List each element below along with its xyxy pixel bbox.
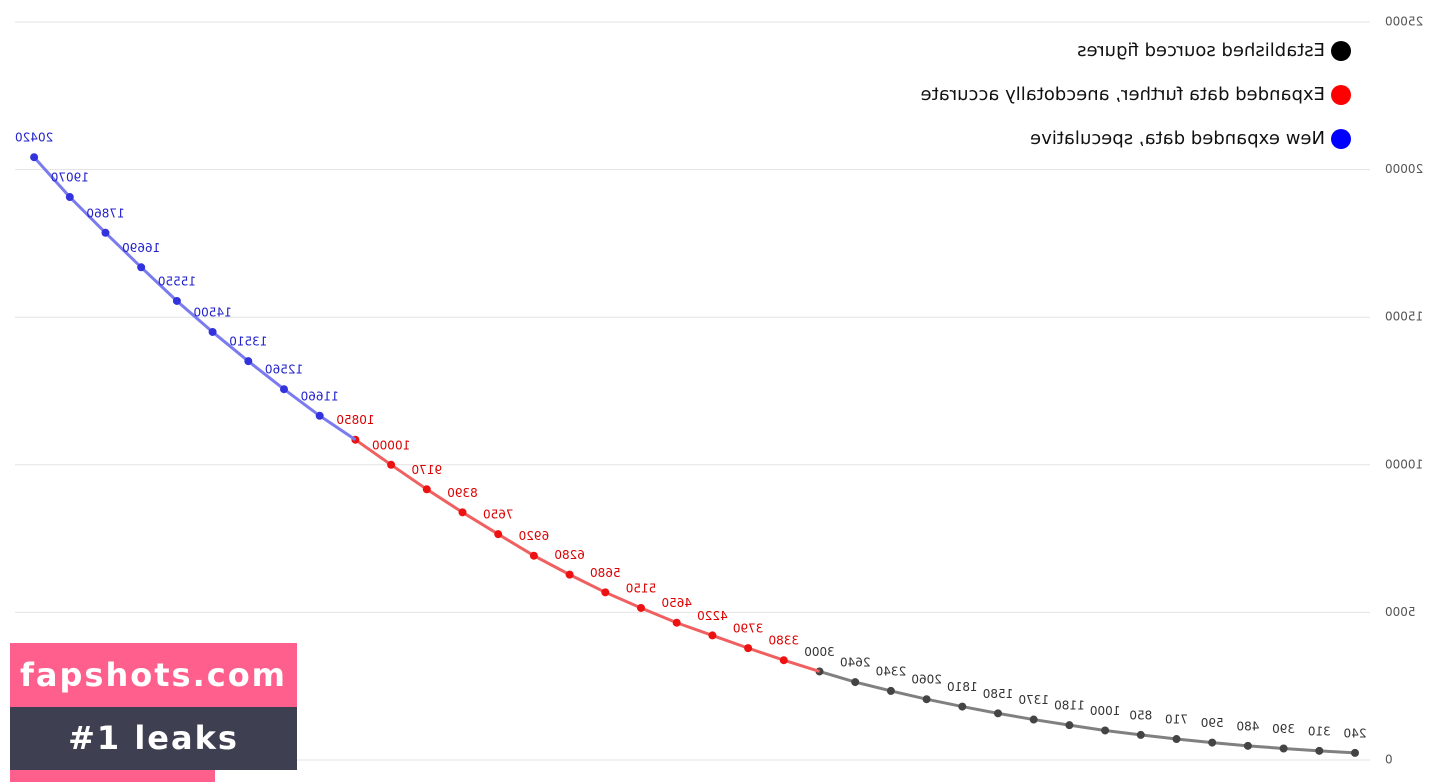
point — [744, 644, 753, 653]
point — [1101, 726, 1110, 735]
point — [30, 153, 39, 162]
point — [851, 678, 860, 687]
value-label: 1580 — [983, 687, 1014, 701]
point — [565, 570, 574, 579]
y-tick-label: 5000 — [1385, 605, 1416, 619]
value-label: 710 — [1165, 713, 1188, 727]
y-tick-label: 0 — [1385, 753, 1393, 767]
point — [1065, 721, 1074, 730]
point — [1208, 738, 1217, 747]
point — [1029, 715, 1038, 724]
value-label: 19070 — [51, 171, 89, 185]
point — [708, 631, 717, 640]
legend-label: Established sourced figures — [1077, 40, 1325, 61]
value-label: 390 — [1272, 722, 1295, 736]
point — [458, 508, 467, 517]
point — [779, 656, 788, 665]
point — [637, 603, 645, 612]
legend-label: New expanded data, speculative — [1030, 128, 1325, 149]
value-label: 4220 — [697, 609, 728, 623]
point — [1351, 748, 1359, 757]
point — [1315, 746, 1324, 755]
point — [886, 686, 895, 695]
point — [1243, 741, 1252, 750]
value-label: 1000 — [1090, 704, 1121, 718]
value-label: 6920 — [519, 529, 550, 543]
value-label: 6280 — [554, 548, 585, 562]
value-label: 2060 — [911, 673, 942, 687]
point — [422, 485, 431, 494]
legend-label: Expanded data further, anecdotally accur… — [921, 84, 1325, 105]
point — [208, 327, 217, 336]
value-label: 1180 — [1054, 699, 1085, 713]
legend-swatch — [1331, 41, 1351, 61]
point — [137, 263, 146, 272]
y-tick-label: 10000 — [1385, 457, 1423, 471]
value-label: 2340 — [876, 664, 907, 678]
point — [280, 385, 288, 394]
y-tick-label: 15000 — [1385, 310, 1423, 324]
value-label: 10850 — [336, 413, 374, 427]
value-label: 10000 — [372, 438, 410, 452]
value-label: 240 — [1344, 726, 1367, 740]
value-label: 3790 — [733, 622, 764, 636]
point — [672, 618, 681, 627]
point — [529, 551, 538, 560]
value-label: 5150 — [626, 581, 657, 595]
value-label: 2640 — [840, 656, 871, 670]
value-label: 4650 — [661, 596, 692, 610]
value-label: 5680 — [590, 566, 621, 580]
y-tick-label: 25000 — [1385, 15, 1423, 29]
value-label: 590 — [1201, 716, 1224, 730]
point — [172, 296, 181, 305]
point — [101, 228, 110, 237]
value-label: 3000 — [804, 645, 835, 659]
value-label: 850 — [1129, 708, 1152, 722]
point — [1136, 730, 1145, 739]
connector — [318, 414, 357, 441]
y-tick-label: 20000 — [1385, 162, 1423, 176]
point — [315, 411, 324, 420]
point — [922, 695, 931, 704]
value-label: 11660 — [301, 389, 339, 403]
point — [65, 193, 74, 202]
point — [1279, 744, 1288, 753]
watermark-bar — [10, 770, 215, 782]
legend-swatch — [1331, 85, 1351, 105]
point — [1172, 735, 1181, 744]
point — [387, 460, 396, 469]
value-label: 9170 — [412, 463, 443, 477]
value-label: 15550 — [158, 274, 196, 288]
point — [601, 588, 610, 597]
value-label: 7650 — [483, 508, 514, 522]
value-label: 3380 — [769, 634, 800, 648]
point — [994, 709, 1002, 718]
watermark-tag: #1 leaks — [10, 707, 297, 770]
legend-swatch — [1331, 129, 1351, 149]
value-label: 17860 — [86, 206, 124, 220]
value-label: 8390 — [447, 486, 478, 500]
point — [958, 702, 967, 711]
value-label: 1810 — [947, 680, 978, 694]
connector — [783, 658, 820, 673]
series-line — [819, 670, 1356, 755]
value-label: 16690 — [122, 241, 160, 255]
value-label: 310 — [1308, 724, 1331, 738]
value-label: 1370 — [1018, 693, 1049, 707]
value-label: 12560 — [265, 363, 303, 377]
value-label: 480 — [1236, 719, 1259, 733]
point — [494, 530, 503, 539]
point — [244, 357, 253, 366]
value-label: 14500 — [194, 305, 232, 319]
value-label: 13510 — [229, 335, 267, 349]
value-label: 20420 — [15, 131, 53, 145]
watermark-site: fapshots.com — [10, 643, 297, 707]
